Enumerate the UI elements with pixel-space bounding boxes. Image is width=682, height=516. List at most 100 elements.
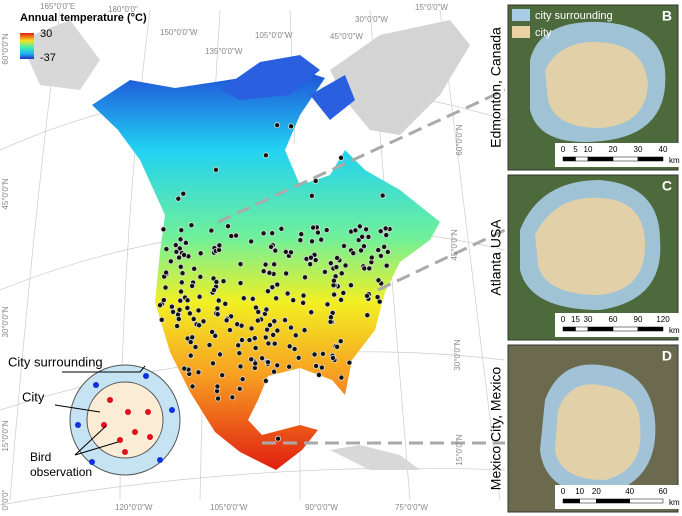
- site: [263, 306, 270, 313]
- scale-label: 20: [592, 487, 601, 496]
- siberia: [20, 20, 100, 90]
- graticule-label: 15°0'0"W: [415, 3, 448, 12]
- graticule-label: 90°0'0"W: [305, 503, 338, 512]
- site: [188, 222, 195, 229]
- graticule-label: 15°0'0"N: [455, 434, 464, 465]
- site: [181, 365, 188, 372]
- site: [262, 152, 269, 159]
- scale-label: 0: [561, 487, 566, 496]
- site: [350, 250, 357, 257]
- site: [226, 327, 233, 334]
- site: [222, 300, 229, 307]
- site: [275, 435, 282, 442]
- legend-min: -37: [40, 52, 56, 64]
- site: [181, 251, 188, 258]
- site: [215, 297, 222, 304]
- site: [259, 355, 266, 362]
- scale-segment: [612, 156, 639, 162]
- site: [383, 232, 390, 239]
- site: [249, 295, 256, 302]
- scale-segment: [562, 326, 576, 332]
- site: [160, 297, 167, 304]
- colorbar: [20, 33, 34, 59]
- scale-label: 30: [634, 145, 643, 154]
- graticule-label: 45°0'0"W: [330, 32, 363, 41]
- site: [184, 304, 191, 311]
- site: [359, 233, 366, 240]
- site: [237, 280, 244, 287]
- site: [269, 230, 276, 237]
- graticule-label: 0°0'0": [1, 489, 10, 510]
- site: [173, 248, 180, 255]
- site: [337, 338, 344, 345]
- site: [316, 371, 323, 378]
- site: [175, 195, 182, 202]
- site: [271, 318, 278, 325]
- site: [209, 328, 216, 335]
- site: [167, 258, 174, 265]
- inset-pointers: [54, 365, 146, 456]
- site: [248, 325, 255, 332]
- site: [308, 309, 315, 316]
- graticule-label: 165°0'0"E: [40, 2, 75, 11]
- site: [300, 292, 307, 299]
- site: [200, 318, 207, 325]
- site: [288, 123, 295, 130]
- panel-city: Mexico City, Mexico: [488, 367, 504, 491]
- site: [210, 287, 217, 294]
- inset-city: [86, 381, 164, 459]
- site: [298, 231, 305, 238]
- site: [310, 224, 317, 231]
- caribbean: [330, 445, 420, 470]
- scale-segment: [575, 156, 589, 162]
- site: [330, 277, 337, 284]
- site: [197, 273, 204, 280]
- site: [364, 312, 371, 319]
- site: [342, 262, 349, 269]
- site: [178, 279, 185, 286]
- site: [213, 278, 220, 285]
- site: [358, 247, 365, 254]
- site: [327, 314, 334, 321]
- site: [361, 265, 368, 272]
- site: [262, 261, 269, 268]
- site: [383, 262, 390, 269]
- site: [309, 238, 316, 245]
- site: [208, 227, 215, 234]
- graticule-label: 150°0'0"W: [160, 28, 198, 37]
- site: [274, 327, 281, 334]
- site: [182, 239, 189, 246]
- site: [311, 351, 318, 358]
- site: [223, 317, 230, 324]
- site: [270, 331, 277, 338]
- inset-surrounding-birds: [75, 373, 175, 465]
- site: [338, 154, 345, 161]
- site: [236, 350, 243, 357]
- site: [180, 190, 187, 197]
- scale-unit: km: [669, 326, 680, 335]
- scale-segment: [637, 326, 664, 332]
- scale-label: 120: [656, 315, 670, 324]
- site: [248, 238, 255, 245]
- site: [264, 288, 271, 295]
- scale-label: 5: [573, 145, 578, 154]
- legend-label: city: [535, 27, 552, 39]
- site: [260, 230, 267, 237]
- site: [170, 308, 177, 315]
- site: [324, 301, 331, 308]
- graticule-label: 135°0'0"W: [205, 47, 243, 56]
- site: [254, 317, 261, 324]
- site: [189, 282, 196, 289]
- scale-label: 10: [575, 487, 584, 496]
- site: [236, 385, 243, 392]
- site: [286, 363, 293, 370]
- site: [334, 343, 341, 350]
- site: [302, 274, 309, 281]
- site: [364, 292, 371, 299]
- site: [191, 265, 198, 272]
- scale-segment: [587, 156, 614, 162]
- panel-letter: B: [662, 8, 672, 24]
- site: [237, 261, 244, 268]
- site: [239, 337, 246, 344]
